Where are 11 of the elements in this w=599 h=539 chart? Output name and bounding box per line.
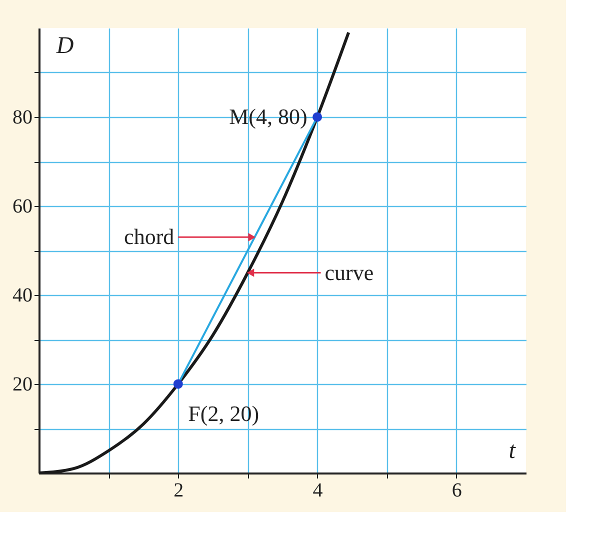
y-tick-label: 20 — [12, 374, 32, 396]
annotation: curve — [324, 260, 374, 285]
annotation: chord — [124, 224, 174, 250]
x-tick-label: 6 — [452, 480, 462, 502]
x-tick-label: 4 — [312, 480, 323, 502]
y-tick-label: 60 — [12, 196, 32, 218]
y-tick-label: 80 — [12, 106, 32, 128]
x-tick-label: 2 — [174, 480, 184, 502]
x-axis-title: t — [508, 438, 517, 464]
y-axis-title: D — [55, 32, 74, 59]
y-tick-label: 40 — [12, 284, 32, 306]
